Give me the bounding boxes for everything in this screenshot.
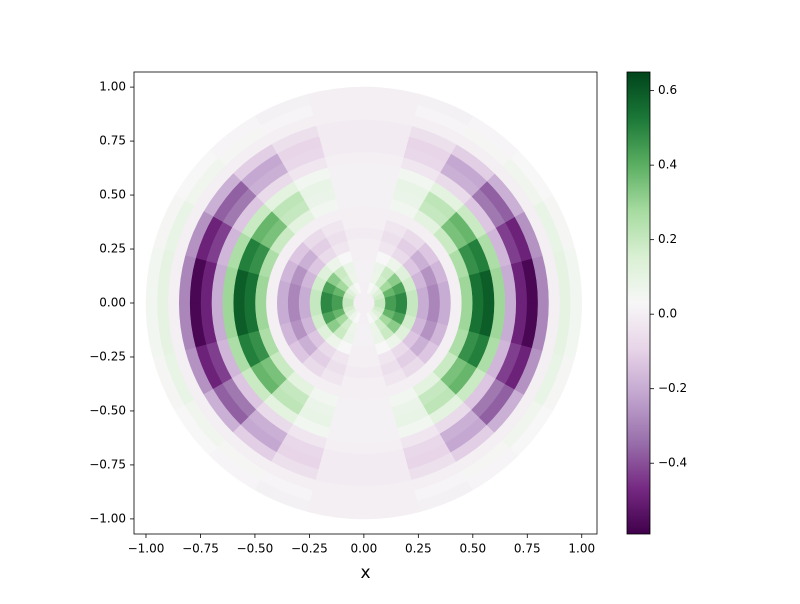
x-axis-label: x [360,563,370,583]
cell [363,248,379,262]
colorbar-tick-label: −0.2 [658,381,687,395]
x-tick-label: 0.75 [514,542,541,556]
cell [298,285,312,304]
x-tick-label: 0.50 [459,542,486,556]
y-tick-label: −0.75 [89,457,126,471]
colorbar-tick-label: 0.2 [658,232,677,246]
field [145,86,583,520]
colorbar-tick-label: 0.6 [658,83,677,97]
y-tick-label: −0.25 [89,349,126,363]
y-tick-label: −0.50 [89,403,126,417]
colorbar-tick-label: −0.4 [658,456,687,470]
colorbar-tick-label: 0.0 [658,307,677,321]
x-tick-label: −0.50 [237,542,274,556]
cell [309,288,323,304]
colorbar-tick-label: 0.4 [658,158,677,172]
x-tick-label: −0.25 [291,542,328,556]
y-tick-label: 0.50 [99,188,126,202]
y-tick-label: 0.25 [99,242,126,256]
y-tick-label: 0.75 [99,134,126,148]
x-tick-label: 0.25 [405,542,432,556]
cell [405,302,419,318]
cell [416,302,430,321]
y-tick-label: 0.00 [99,296,126,310]
x-tick-label: 1.00 [568,542,595,556]
cell [349,344,365,358]
cell [563,302,583,360]
y-tick-label: −1.00 [89,511,126,525]
y-tick-label: 1.00 [99,80,126,94]
colorbar [626,71,651,535]
x-tick-label: 0.00 [351,542,378,556]
x-tick-label: −0.75 [182,542,219,556]
x-tick-label: −1.00 [128,542,165,556]
